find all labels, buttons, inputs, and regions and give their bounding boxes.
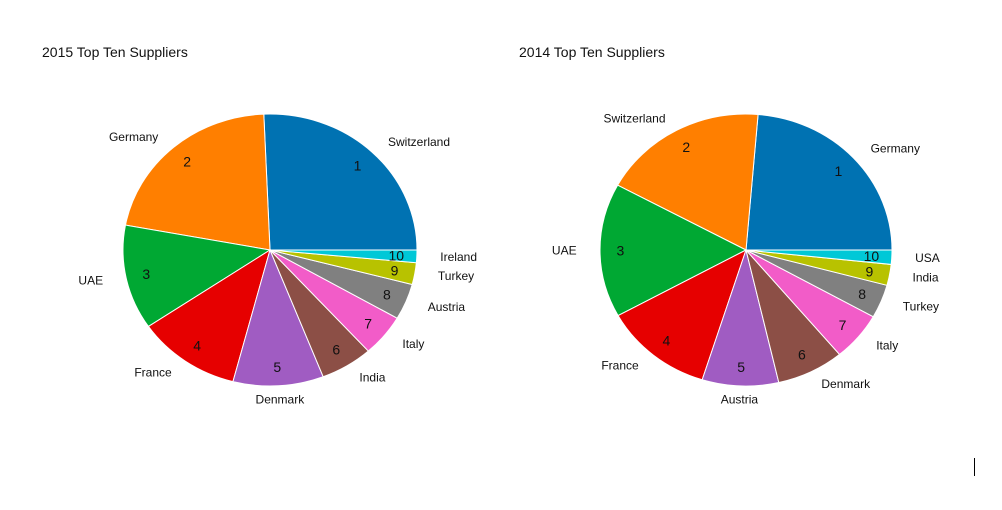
slice-category-label: India (913, 270, 939, 284)
pie-slice-germany (745, 113, 893, 251)
slice-rank-label: 4 (193, 338, 201, 354)
slice-rank-label: 9 (866, 263, 874, 279)
slice-rank-label: 8 (383, 287, 391, 303)
pie-slice-france (617, 248, 747, 381)
slice-rank-label: 10 (864, 248, 880, 264)
pie-slice-uae (122, 224, 272, 328)
pie-slice-germany (124, 113, 271, 251)
slice-category-label: USA (915, 251, 940, 265)
slice-category-label: France (134, 365, 172, 379)
slice-rank-label: 7 (839, 317, 847, 333)
slice-category-label: Turkey (438, 269, 474, 283)
slice-category-label: Denmark (256, 392, 306, 406)
slice-rank-label: 1 (835, 163, 843, 179)
slice-category-label: UAE (78, 274, 103, 288)
slice-rank-label: 8 (858, 286, 866, 302)
pie-slice-switzerland (263, 113, 418, 251)
text-cursor (974, 458, 975, 476)
pie-svg-2014: 1 Germany 2 Switzerland 3 UAE 4 France 5 Austria 6… (552, 111, 940, 407)
slice-category-label: Austria (428, 300, 466, 314)
slice-category-label: Germany (109, 130, 158, 144)
slice-rank-label: 7 (364, 316, 372, 332)
pie-slice-france (147, 248, 271, 383)
slice-category-label: Switzerland (388, 135, 450, 149)
slice-category-label: India (359, 370, 385, 384)
slice-rank-label: 3 (617, 242, 625, 258)
slice-category-label: Turkey (903, 300, 939, 314)
chart-title: 2014 Top Ten Suppliers (519, 44, 665, 60)
pie-chart-2014: 2014 Top Ten Suppliers 1 Germany 2 Switzerl… (501, 0, 1002, 510)
pie-slice-usa (745, 249, 893, 265)
slice-category-label: Italy (402, 337, 424, 351)
slice-rank-label: 4 (663, 333, 671, 349)
slice-category-label: Denmark (821, 377, 871, 391)
pie-chart-2015: 2015 Top Ten Suppliers 1 Switzerland 2 Germ… (42, 44, 477, 406)
pie-slice-denmark (232, 248, 324, 387)
slice-category-label: Switzerland (603, 111, 665, 125)
slice-rank-label: 6 (332, 342, 340, 358)
slice-category-label: France (601, 359, 639, 373)
slice-rank-label: 3 (142, 266, 150, 282)
slice-category-label: Austria (721, 393, 759, 407)
slice-rank-label: 10 (389, 248, 405, 264)
slice-category-label: Ireland (440, 250, 477, 264)
slice-category-label: UAE (552, 244, 577, 258)
slice-rank-label: 9 (391, 262, 399, 278)
slice-rank-label: 2 (682, 139, 690, 155)
slice-rank-label: 6 (798, 347, 806, 363)
chart-title: 2015 Top Ten Suppliers (42, 44, 188, 60)
pie-slice-switzerland (616, 113, 759, 251)
slice-rank-label: 5 (273, 359, 281, 375)
slice-category-label: Italy (876, 339, 898, 353)
slice-rank-label: 1 (354, 158, 362, 174)
slice-rank-label: 5 (737, 359, 745, 375)
slice-category-label: Germany (871, 142, 920, 156)
slice-rank-label: 2 (183, 154, 191, 170)
pie-slice-uae (599, 184, 748, 317)
pie-slice-ireland (269, 249, 418, 264)
pie-svg-2015: 1 Switzerland 2 Germany 3 UAE 4 France 5 Denmark 6… (78, 113, 477, 406)
